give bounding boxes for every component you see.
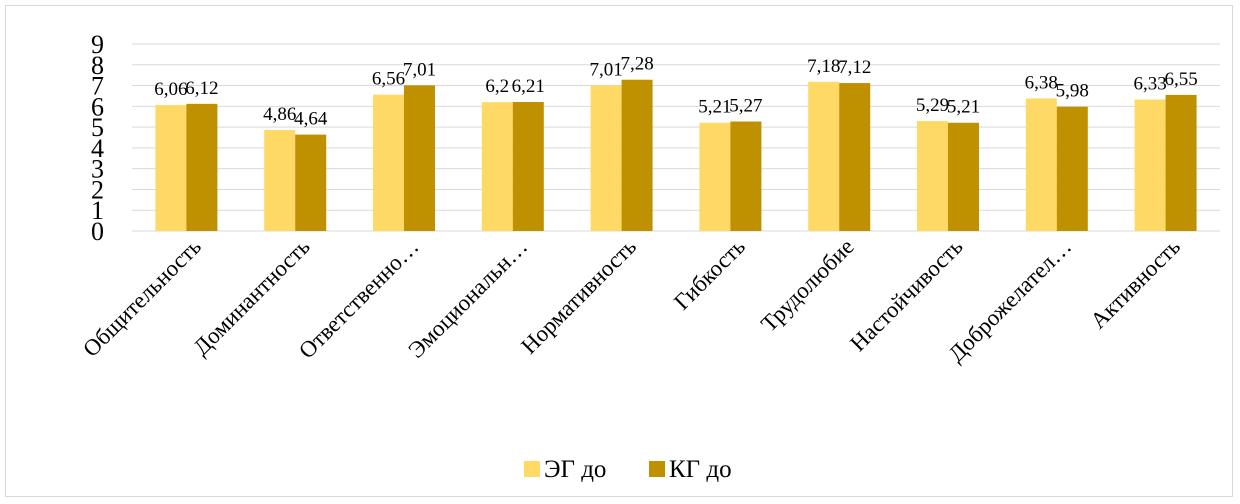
data-label: 7,28 (620, 54, 653, 75)
bar-eg-8 (1025, 98, 1057, 231)
bar-eg-6 (808, 81, 840, 231)
y-tick-label: 0 (91, 217, 104, 246)
data-label: 6,2 (485, 76, 509, 97)
data-label: 6,38 (1025, 72, 1058, 93)
bar-eg-5 (699, 122, 731, 231)
data-labels: 6,066,124,864,646,567,016,2 6,217,017,285… (154, 54, 1197, 130)
legend-swatch-eg (524, 461, 540, 477)
legend: ЭГ до КГ до (524, 456, 732, 483)
data-label: 5,27 (729, 96, 762, 117)
legend-label-kg: КГ до (669, 456, 732, 483)
bar-kg-6 (839, 83, 871, 231)
y-tick-label: 3 (91, 155, 104, 184)
data-label: 5,29 (916, 95, 949, 116)
data-label: 6,21 (512, 76, 545, 97)
bar-kg-5 (730, 121, 762, 231)
y-tick-label: 9 (91, 30, 104, 59)
bar-kg-8 (1056, 106, 1088, 231)
data-label: 7,12 (838, 57, 871, 78)
bar-kg-4 (621, 79, 653, 231)
data-label: 4,64 (294, 109, 328, 130)
legend-swatch-kg (649, 461, 665, 477)
data-label: 6,56 (372, 69, 405, 90)
bar-kg-3 (512, 101, 544, 231)
x-tick-label: Настойчивость (845, 234, 967, 356)
bar-kg-9 (1165, 94, 1197, 232)
data-label: 4,86 (263, 104, 296, 125)
data-label: 6,55 (1164, 69, 1197, 90)
data-label: 7,18 (807, 56, 840, 77)
bar-eg-7 (917, 121, 948, 231)
bar-kg-0 (186, 103, 218, 231)
x-tick-label: Доминантность (188, 234, 314, 360)
bar-eg-1 (264, 130, 296, 231)
bar-eg-3 (481, 102, 513, 231)
bar-eg-4 (590, 85, 622, 231)
x-tick-label: Нормативность (516, 234, 641, 359)
x-tick-label: Гибкость (669, 234, 750, 315)
y-tick-label: 6 (91, 92, 104, 121)
bar-kg-7 (948, 122, 979, 231)
legend-label-eg: ЭГ до (544, 456, 606, 483)
y-tick-label: 4 (91, 134, 104, 163)
bars (155, 79, 1197, 232)
x-tick-label: Общительность (78, 234, 206, 362)
data-label: 6,06 (154, 79, 187, 100)
data-label: 5,98 (1056, 81, 1089, 102)
data-label: 7,01 (589, 59, 622, 80)
y-tick-label: 2 (91, 175, 104, 204)
bar-eg-9 (1134, 99, 1166, 231)
y-tick-label: 5 (91, 113, 104, 142)
data-label: 5,21 (947, 97, 980, 118)
bar-kg-1 (295, 134, 327, 231)
y-tick-label: 8 (91, 51, 104, 80)
data-label: 6,33 (1133, 73, 1166, 94)
x-axis: ОбщительностьДоминантностьОтветственно…Э… (78, 234, 1185, 367)
y-tick-label: 7 (91, 72, 104, 101)
data-label: 5,21 (698, 97, 731, 118)
x-tick-label: Трудолюбие (756, 234, 859, 337)
data-label: 6,12 (185, 78, 218, 99)
data-label: 7,01 (403, 59, 436, 80)
bar-eg-2 (373, 94, 404, 231)
x-tick-label: Активность (1086, 234, 1186, 334)
x-tick-label: Эмоциональн… (403, 234, 532, 363)
bar-eg-0 (155, 105, 187, 231)
bar-kg-2 (404, 85, 435, 231)
y-tick-label: 1 (91, 196, 104, 225)
